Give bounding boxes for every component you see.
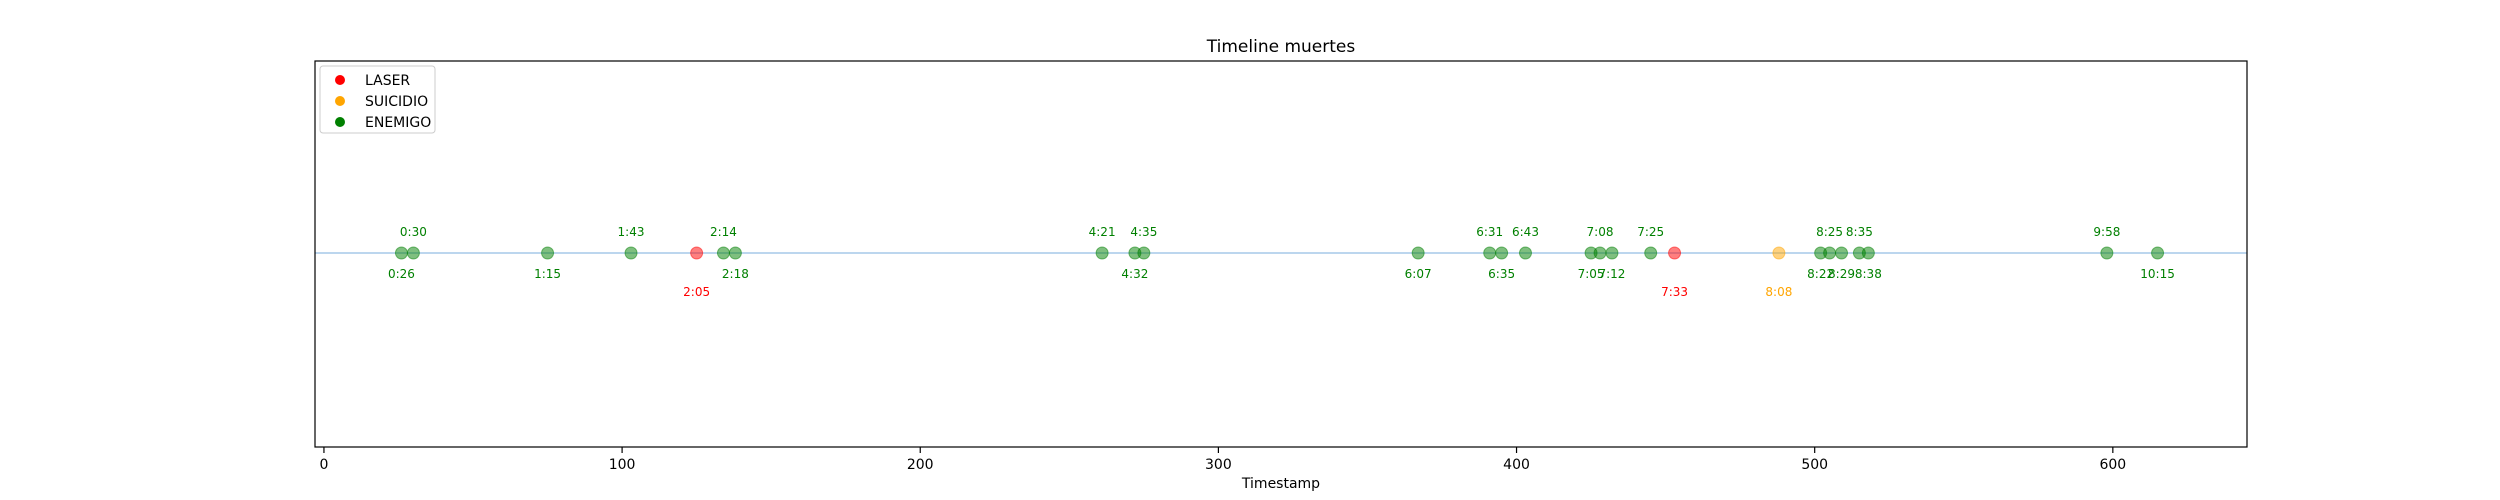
data-point xyxy=(1495,246,1509,260)
legend-marker xyxy=(335,117,345,127)
legend: LASER SUICIDIO ENEMIGO xyxy=(319,65,436,134)
data-point xyxy=(1483,246,1497,260)
data-point xyxy=(1095,246,1109,260)
x-tick-label: 200 xyxy=(907,457,934,473)
data-point xyxy=(1823,246,1837,260)
data-point xyxy=(1644,246,1658,260)
data-label: 9:58 xyxy=(2093,225,2120,239)
x-tick-label: 600 xyxy=(2099,457,2126,473)
data-label: 7:08 xyxy=(1587,225,1614,239)
data-point xyxy=(1861,246,1875,260)
data-label: 8:08 xyxy=(1765,285,1792,299)
data-point xyxy=(2151,246,2165,260)
data-points xyxy=(394,246,2165,260)
data-label: 4:32 xyxy=(1121,267,1148,281)
legend-box xyxy=(319,65,436,134)
legend-label: ENEMIGO xyxy=(365,115,431,131)
data-label: 7:33 xyxy=(1661,285,1688,299)
data-label: 4:35 xyxy=(1130,225,1157,239)
data-label: 8:29 xyxy=(1828,267,1855,281)
data-point xyxy=(716,246,730,260)
data-point xyxy=(1411,246,1425,260)
data-point xyxy=(1518,246,1532,260)
data-labels: 0:26 0:30 1:15 1:43 2:05 2:14 2:18 4:21 4:32 4:35… xyxy=(388,225,2175,299)
chart-title: Timeline muertes xyxy=(1206,37,1356,57)
data-point xyxy=(728,246,742,260)
legend-marker xyxy=(335,96,345,106)
data-label: 2:18 xyxy=(722,267,749,281)
data-label: 4:21 xyxy=(1089,225,1116,239)
data-point xyxy=(1137,246,1151,260)
data-label: 8:22 xyxy=(1807,267,1834,281)
data-point xyxy=(394,246,408,260)
data-label: 7:05 xyxy=(1578,267,1605,281)
data-point xyxy=(1835,246,1849,260)
data-label: 8:25 xyxy=(1816,225,1843,239)
data-point xyxy=(1772,246,1786,260)
plot-frame xyxy=(314,60,2248,448)
x-tick-label: 300 xyxy=(1205,457,1232,473)
data-label: 7:12 xyxy=(1598,267,1625,281)
data-label: 7:25 xyxy=(1637,225,1664,239)
x-tick-label: 0 xyxy=(319,457,328,473)
data-point xyxy=(690,246,704,260)
x-tick-label: 400 xyxy=(1503,457,1530,473)
legend-label: LASER xyxy=(365,73,410,89)
legend-label: SUICIDIO xyxy=(365,94,428,110)
data-label: 8:35 xyxy=(1846,225,1873,239)
data-label: 6:07 xyxy=(1405,267,1432,281)
data-point xyxy=(406,246,420,260)
data-point xyxy=(2100,246,2114,260)
x-axis-ticks: 0 100 200 300 400 500 600 xyxy=(319,447,2126,473)
x-axis-label: Timestamp xyxy=(1241,476,1320,492)
data-label: 0:30 xyxy=(400,225,427,239)
data-label: 10:15 xyxy=(2140,267,2175,281)
data-point xyxy=(624,246,638,260)
data-label: 2:05 xyxy=(683,285,710,299)
data-label: 6:31 xyxy=(1476,225,1503,239)
data-point xyxy=(1593,246,1607,260)
data-label: 2:14 xyxy=(710,225,737,239)
legend-marker xyxy=(335,75,345,85)
data-point xyxy=(541,246,555,260)
data-label: 0:26 xyxy=(388,267,415,281)
data-point xyxy=(1605,246,1619,260)
data-label: 1:15 xyxy=(534,267,561,281)
data-label: 6:43 xyxy=(1512,225,1539,239)
data-label: 8:38 xyxy=(1855,267,1882,281)
x-tick-label: 500 xyxy=(1801,457,1828,473)
x-tick-label: 100 xyxy=(609,457,636,473)
data-label: 1:43 xyxy=(618,225,645,239)
data-point xyxy=(1668,246,1682,260)
data-label: 6:35 xyxy=(1488,267,1515,281)
